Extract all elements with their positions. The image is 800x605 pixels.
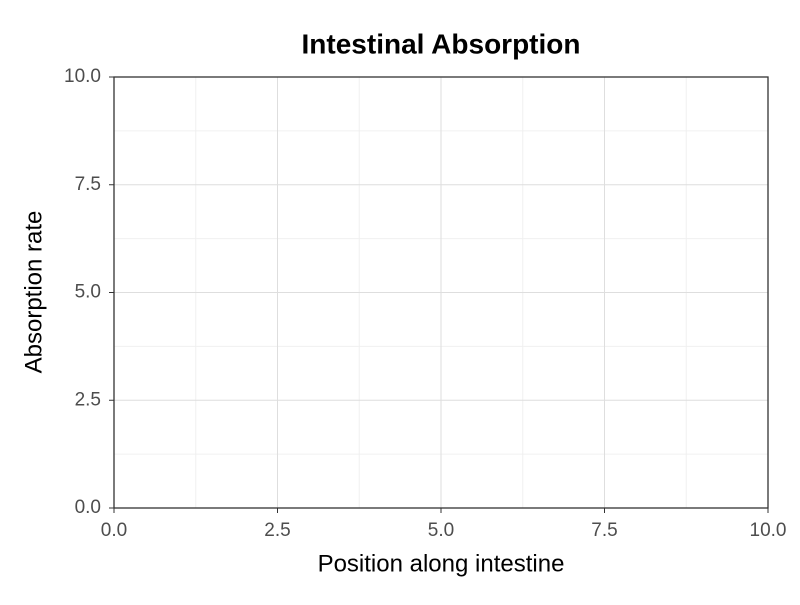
panel-border xyxy=(113,76,769,509)
x-tick-label: 2.5 xyxy=(264,520,290,541)
x-tick-label: 7.5 xyxy=(591,520,617,541)
chart-title: Intestinal Absorption xyxy=(302,28,581,59)
x-tick-label: 10.0 xyxy=(750,520,787,541)
y-tick-label: 10.0 xyxy=(64,66,101,87)
x-axis-label: Position along intestine xyxy=(318,550,565,577)
y-axis-label: Absorption rate xyxy=(20,211,47,374)
x-tick-label: 5.0 xyxy=(428,520,454,541)
y-tick-label: 5.0 xyxy=(75,282,101,303)
y-tick-label: 7.5 xyxy=(75,174,101,195)
y-tick-label: 2.5 xyxy=(75,389,101,410)
y-tick-label: 0.0 xyxy=(75,497,101,518)
x-tick-label: 0.0 xyxy=(101,520,127,541)
